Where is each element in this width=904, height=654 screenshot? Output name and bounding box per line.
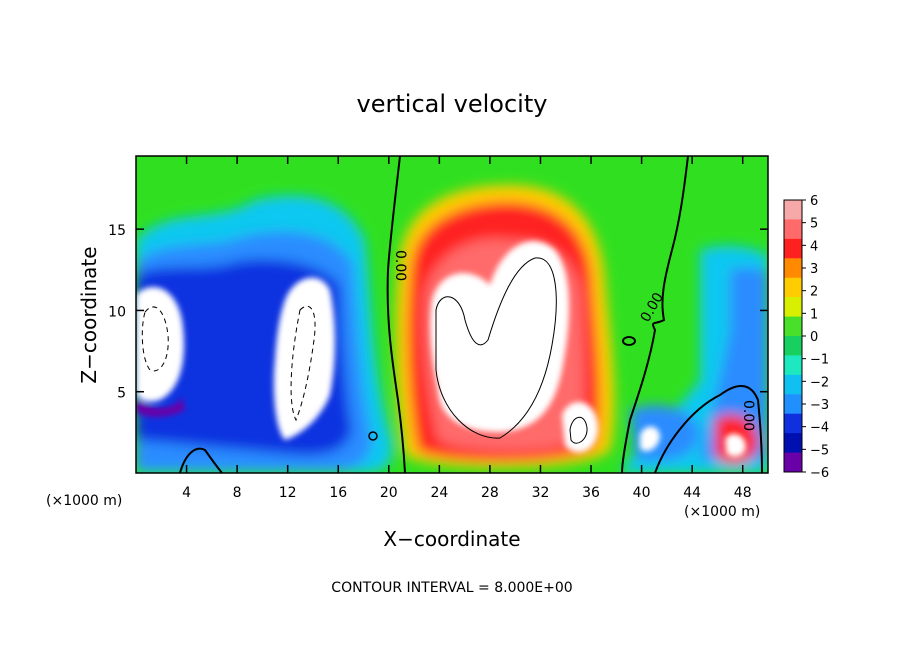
colorbar-swatch — [784, 200, 802, 220]
x-tick-label: 8 — [233, 485, 242, 501]
zero-contour-dot — [368, 431, 378, 441]
z-tick-label: 15 — [108, 223, 126, 239]
chart-title: vertical velocity — [357, 90, 548, 118]
colorbar-swatch — [784, 258, 802, 279]
x-tick-label: 44 — [683, 485, 701, 501]
colorbar-swatch — [784, 374, 802, 395]
z-tick-label: 10 — [108, 304, 126, 320]
colorbar-tick-label: −5 — [810, 443, 829, 458]
colorbar-tick-label: 0 — [810, 330, 818, 345]
x-tick-label: 12 — [279, 485, 297, 501]
colorbar-swatch — [784, 452, 802, 473]
zero-contour-right — [621, 156, 689, 473]
colorbar-swatch — [784, 336, 802, 356]
zero-contour-bottom-left — [179, 447, 223, 473]
colorbar-swatch — [784, 277, 802, 298]
positive-contour-small — [569, 416, 588, 444]
contour-label: 0.00 — [392, 250, 408, 281]
downdraft-core-mid — [273, 277, 335, 440]
updraft-core-right — [725, 433, 746, 457]
colorbar-tick-label: −2 — [810, 375, 829, 390]
colorbar-swatch — [784, 316, 802, 337]
zero-contour-small-loop — [622, 336, 636, 346]
x-tick-label: 28 — [481, 485, 499, 501]
z-tick-label: 5 — [117, 386, 126, 402]
colorbar-tick-label: 6 — [810, 194, 818, 209]
colorbar-swatch — [784, 238, 802, 259]
x-axis-title: X−coordinate — [383, 527, 520, 551]
colorbar-tick-label: −6 — [810, 466, 829, 481]
contour-label: 0.00 — [740, 400, 756, 431]
y-axis-title: Z−coordinate — [77, 246, 101, 383]
contour-interval-note: CONTOUR INTERVAL = 8.000E+00 — [331, 580, 572, 596]
plot-frame — [135, 155, 769, 474]
x-tick-label: 4 — [182, 485, 191, 501]
colorbar-swatch — [784, 413, 802, 434]
colorbar-swatch — [784, 355, 802, 376]
colorbar-tick-label: 1 — [810, 307, 818, 322]
colorbar-tick-label: −1 — [810, 353, 829, 368]
zero-contour-lower-right — [654, 385, 763, 473]
colorbar-tick-label: −4 — [810, 421, 829, 436]
downdraft-core-left — [136, 287, 184, 402]
x-tick-label: 24 — [430, 485, 448, 501]
x-axis-unit-right: (×1000 m) — [684, 504, 760, 520]
negative-contour-left — [141, 306, 169, 372]
colorbar-swatch — [784, 219, 802, 240]
x-axis-unit-left: (×1000 m) — [46, 493, 122, 509]
zero-contour-left — [386, 156, 406, 473]
colorbar: 6 5 4 3 2 1 0 −1 −2 −3 −4 −5 −6 — [783, 194, 829, 481]
downdraft-purple-rim — [136, 398, 185, 417]
x-tick-label: 20 — [380, 485, 398, 501]
x-tick-label: 40 — [633, 485, 651, 501]
colorbar-swatch — [784, 394, 802, 415]
downdraft-core-right — [640, 426, 660, 452]
colorbar-swatch — [784, 433, 802, 454]
negative-contour-mid — [290, 305, 316, 422]
colorbar-tick-label: 2 — [810, 285, 818, 300]
velocity-field — [136, 156, 768, 473]
colorbar-tick-label: 5 — [810, 217, 818, 232]
x-tick-label: 16 — [329, 485, 347, 501]
x-tick-label: 32 — [532, 485, 550, 501]
colorbar-tick-label: −3 — [810, 398, 829, 413]
downdraft-band-right-inner — [700, 267, 768, 460]
colorbar-swatch — [784, 297, 802, 318]
positive-contour-core — [435, 257, 557, 439]
x-tick-label: 48 — [734, 485, 752, 501]
colorbar-tick-label: 4 — [810, 239, 818, 254]
colorbar-tick-label: 3 — [810, 262, 818, 277]
x-tick-label: 36 — [582, 485, 600, 501]
updraft-core — [430, 241, 570, 432]
